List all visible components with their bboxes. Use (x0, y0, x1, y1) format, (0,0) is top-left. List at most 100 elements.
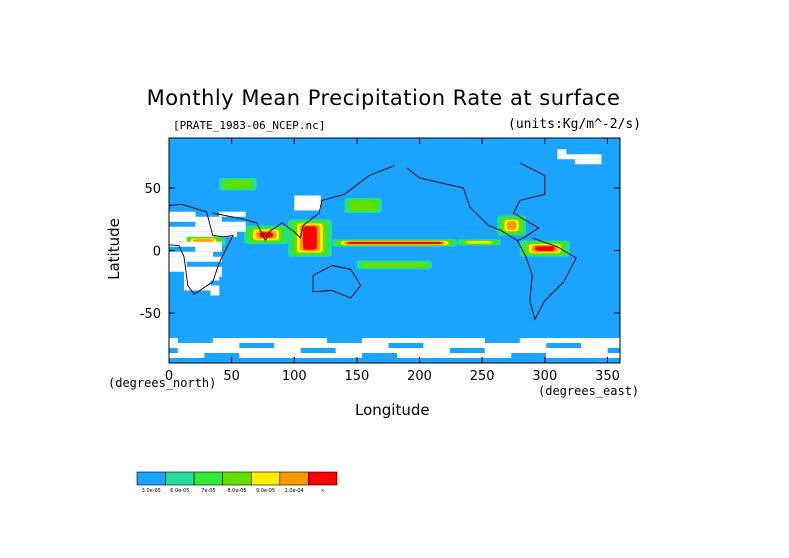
no-data-antarctic-coast (283, 348, 293, 353)
no-data-antarctic-coast (326, 343, 336, 348)
no-data-antarctic-coast (581, 348, 591, 353)
colorbar-label: 6.0e-05 (170, 488, 189, 494)
no-data-arabia (236, 221, 246, 227)
no-data-sahara (186, 266, 196, 272)
no-data-sahara (195, 221, 205, 227)
no-data-antarctic-coast (370, 338, 380, 343)
no-data-antarctic-coast (239, 353, 249, 358)
no-data-southern-africa (201, 280, 211, 286)
no-data-sahara (212, 231, 222, 237)
no-data-antarctic-coast (607, 343, 617, 348)
no-data-antarctic-coast (353, 348, 363, 353)
no-data-antarctic-coast (344, 353, 354, 358)
no-data-antarctic-coast (195, 348, 205, 353)
no-data-sahara (169, 236, 178, 242)
coastline-2 (312, 265, 362, 299)
no-data-antarctic-coast (616, 338, 620, 343)
no-data-antarctic-coast (283, 353, 293, 358)
no-data-antarctic-coast (239, 338, 249, 343)
no-data-antarctic-coast (475, 353, 485, 358)
no-data-antarctic-coast (370, 343, 380, 348)
no-data-antarctic-coast (546, 338, 556, 343)
no-data-antarctic-coast (546, 348, 556, 353)
no-data-antarctic-coast (511, 348, 521, 353)
precip-region-5 (534, 246, 555, 251)
no-data-antarctic-coast (291, 348, 301, 353)
no-data-antarctic-coast (300, 353, 310, 358)
no-data-antarctic-coast (221, 343, 231, 348)
x-tick-label: 250 (470, 369, 495, 384)
no-data-sahara (177, 211, 187, 217)
no-data-greenland (592, 154, 602, 160)
no-data-sahara (212, 221, 222, 227)
x-tick-label: 100 (282, 369, 307, 384)
no-data-antarctic-coast (572, 353, 582, 358)
no-data-sahara (177, 236, 187, 242)
no-data-antarctic-coast (169, 353, 178, 358)
no-data-antarctic-coast (379, 343, 389, 348)
no-data-antarctic-coast (186, 353, 196, 358)
no-data-antarctic-coast (230, 343, 240, 348)
no-data-antarctic-coast (493, 353, 503, 358)
no-data-antarctic-coast (283, 343, 293, 348)
no-data-sahara (169, 261, 178, 267)
x-tick-label: 200 (407, 369, 432, 384)
no-data-antarctic-coast (598, 343, 608, 348)
coastline-0 (169, 203, 234, 295)
no-data-sahara (212, 216, 222, 222)
no-data-antarctic-coast (388, 348, 398, 353)
no-data-antarctic-coast (361, 343, 371, 348)
no-data-antarctic-coast (388, 338, 398, 343)
no-data-antarctic-coast (493, 348, 503, 353)
no-data-antarctic-coast (423, 348, 433, 353)
no-data-antarctic-coast (537, 348, 547, 353)
no-data-sahara (177, 216, 187, 222)
no-data-antarctic-coast (256, 348, 266, 353)
no-data-antarctic-coast (405, 353, 415, 358)
no-data-antarctic-coast (265, 348, 275, 353)
no-data-china (311, 200, 321, 206)
precip-region-6 (506, 221, 517, 230)
no-data-antarctic-coast (546, 353, 556, 358)
no-data-sahara (186, 226, 196, 232)
no-data-sahara (195, 251, 205, 257)
no-data-antarctic-coast (239, 348, 249, 353)
no-data-antarctic-coast (283, 338, 293, 343)
no-data-antarctic-coast (247, 338, 257, 343)
no-data-sahara (195, 216, 205, 222)
no-data-antarctic-coast (475, 343, 485, 348)
no-data-antarctic-coast (379, 338, 389, 343)
no-data-antarctic-coast (502, 343, 512, 348)
no-data-antarctic-coast (589, 338, 599, 343)
no-data-southern-africa (184, 280, 194, 286)
no-data-antarctic-coast (195, 343, 205, 348)
no-data-sahara (177, 226, 187, 232)
no-data-antarctic-coast (204, 343, 214, 348)
colorbar-label: 7e-05 (201, 488, 215, 494)
no-data-antarctic-coast (186, 348, 196, 353)
colorbar-swatch (250, 471, 281, 486)
no-data-sahara (169, 266, 178, 272)
precip-region-9 (225, 180, 251, 188)
no-data-antarctic-coast (607, 338, 617, 343)
no-data-antarctic-coast (274, 348, 284, 353)
no-data-antarctic-coast (581, 343, 591, 348)
no-data-antarctic-coast (370, 348, 380, 353)
no-data-antarctic-coast (528, 348, 538, 353)
no-data-antarctic-coast (616, 353, 620, 358)
colorbar-label: ∞ (321, 488, 325, 494)
no-data-sahara (212, 246, 222, 252)
no-data-southern-africa (184, 275, 194, 281)
no-data-arabia (236, 211, 246, 217)
no-data-antarctic-coast (432, 338, 442, 343)
no-data-antarctic-coast (309, 338, 319, 343)
coastline-4 (516, 237, 577, 321)
no-data-southern-africa (192, 280, 202, 286)
no-data-antarctic-coast (458, 343, 468, 348)
no-data-antarctic-coast (212, 343, 222, 348)
no-data-sahara (186, 241, 196, 247)
no-data-antarctic-coast (589, 348, 599, 353)
no-data-sahara (177, 256, 187, 262)
colorbar-swatch (308, 471, 338, 486)
y-tick-label: 50 (144, 182, 161, 197)
